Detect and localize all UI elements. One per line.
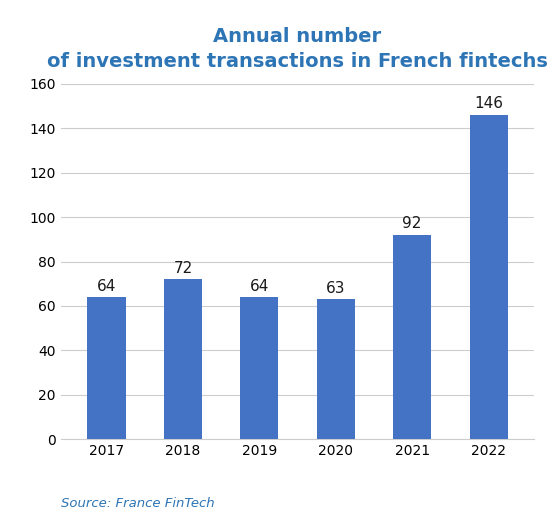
Bar xyxy=(393,235,431,439)
Bar xyxy=(469,115,507,439)
Text: 146: 146 xyxy=(474,96,503,111)
Bar xyxy=(240,297,278,439)
Bar xyxy=(88,297,126,439)
Bar xyxy=(164,279,202,439)
Text: 64: 64 xyxy=(97,279,116,294)
Text: 63: 63 xyxy=(326,281,345,296)
Bar xyxy=(317,299,355,439)
Title: Annual number
of investment transactions in French fintechs: Annual number of investment transactions… xyxy=(47,27,548,71)
Text: 72: 72 xyxy=(173,261,192,276)
Text: 92: 92 xyxy=(402,217,422,232)
Text: Source: France FinTech: Source: France FinTech xyxy=(61,497,214,510)
Text: 64: 64 xyxy=(250,279,269,294)
